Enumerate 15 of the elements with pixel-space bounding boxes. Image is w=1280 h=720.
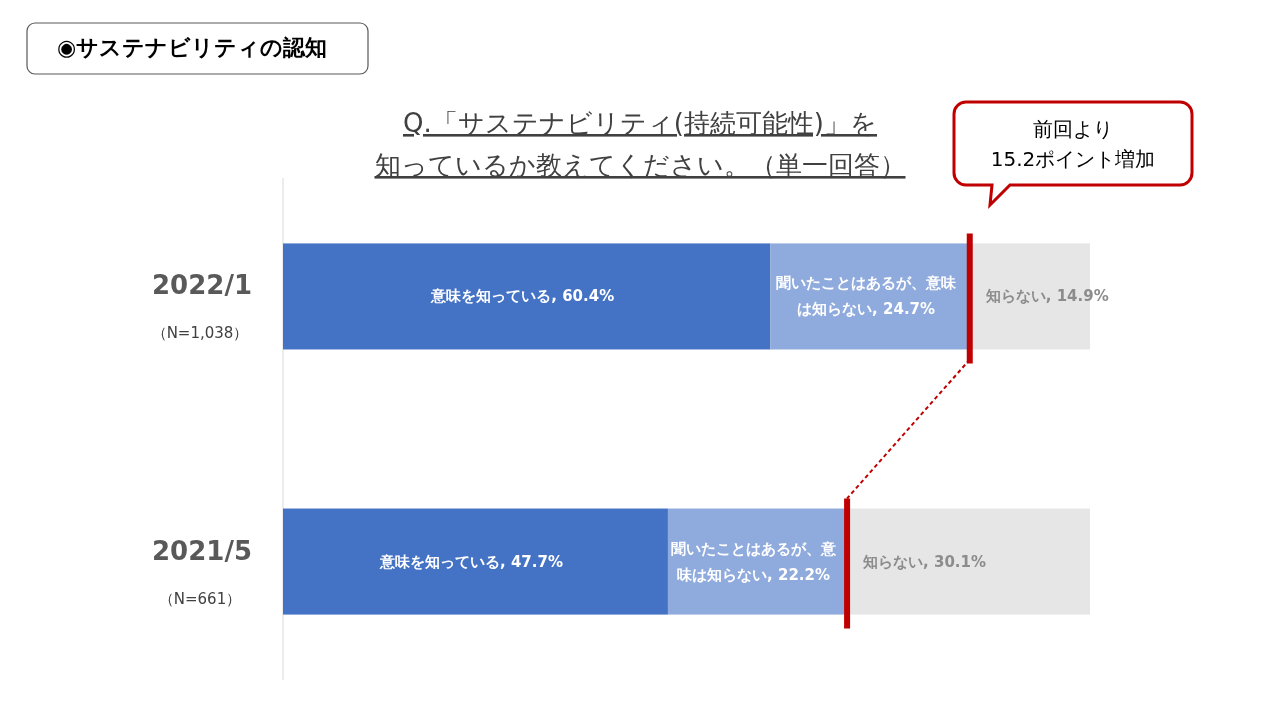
text: （N=661） [158,589,242,608]
data-label: 意味を知っている, 47.7% [378,552,563,571]
text: 前回より 15.2ポイント増加 [990,117,1156,171]
data-label: 意味を知っている, 60.4% [430,286,615,305]
text: （N=1,038） [151,324,249,343]
bar [283,508,668,615]
y-tick-label: 2022/1 [152,270,252,301]
data-label: 聞いたことはあるが、意味は知らない, 22.2% [671,539,838,584]
y-tick-label: 2021/5 [152,535,252,566]
bar [283,243,771,350]
data-label: 知らない, 14.9% [984,286,1109,305]
data-label: 聞いたことはあるが、意味は知らない, 24.7% [776,273,958,318]
chart-title: ◉サステナビリティの認知 [57,35,328,60]
data-label: 知らない, 30.1% [862,552,987,571]
chart-subtitle: Q.「サステナビリティ(持続可能性)」を知っているか教えてください。（単一回答） [374,108,906,180]
